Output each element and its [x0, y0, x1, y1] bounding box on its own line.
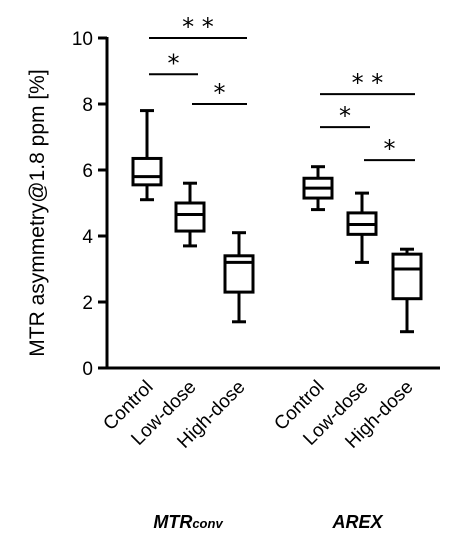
y-tick-label: 4	[82, 227, 93, 248]
group-label-main: MTR	[153, 512, 192, 532]
y-tick-label: 10	[72, 29, 93, 50]
significance-label: *	[339, 102, 351, 130]
y-axis-title: MTR asymmetry@1.8 ppm [%]	[26, 69, 49, 356]
box	[174, 201, 206, 233]
group-label-main: AREX	[331, 512, 383, 532]
group-label: AREX	[331, 512, 383, 532]
y-tick-label: 8	[82, 95, 93, 116]
significance-label: * *	[352, 69, 384, 97]
significance-label: *	[214, 79, 226, 107]
group-label-subscript: conv	[192, 516, 223, 531]
axes	[98, 36, 440, 370]
y-tick-label: 2	[82, 293, 93, 314]
y-tick-label: 6	[82, 161, 93, 182]
significance-brackets: * *** * ***	[149, 13, 415, 163]
box-marks	[131, 109, 423, 334]
significance-label: *	[168, 49, 180, 77]
y-tick-label: 0	[82, 359, 93, 380]
significance-label: * *	[182, 13, 214, 41]
significance-label: *	[384, 135, 396, 163]
box	[131, 156, 163, 187]
box	[391, 252, 423, 301]
group-label: MTRconv	[153, 512, 223, 532]
